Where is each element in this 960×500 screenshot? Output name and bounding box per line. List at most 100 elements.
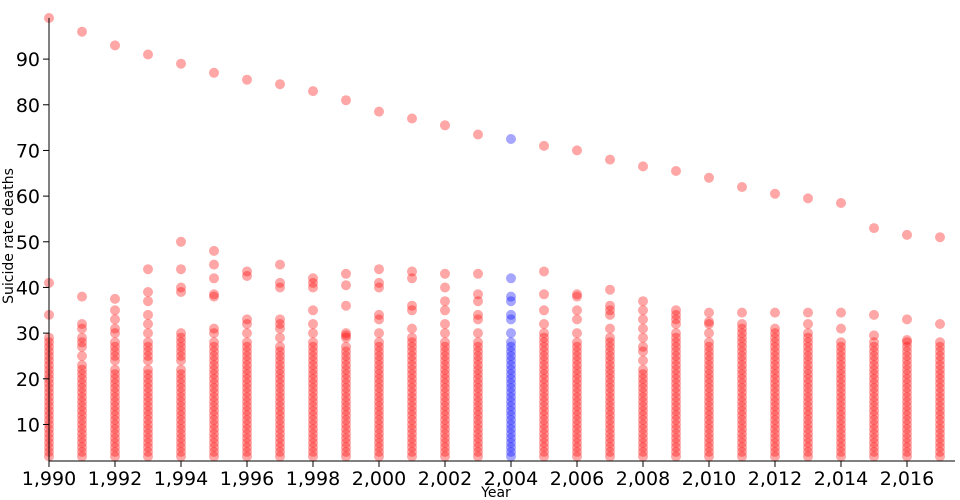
data-point (176, 287, 186, 297)
data-point (473, 328, 483, 339)
data-point (539, 373, 549, 384)
data-point (638, 401, 648, 412)
data-point (737, 323, 747, 334)
data-point (836, 396, 846, 407)
data-point (341, 442, 351, 453)
data-point (308, 419, 318, 430)
data-point (737, 419, 747, 430)
data-point (440, 369, 450, 380)
data-point (770, 364, 780, 375)
data-point (869, 437, 879, 448)
data-point (572, 305, 582, 316)
data-point (671, 166, 681, 176)
data-point (110, 293, 120, 304)
data-point-highlighted (506, 419, 516, 430)
data-point (902, 351, 912, 361)
data-point (902, 401, 912, 412)
data-point (935, 405, 945, 416)
data-point (374, 328, 384, 339)
data-point (902, 364, 912, 375)
data-point-highlighted (506, 387, 516, 398)
data-point (341, 378, 351, 389)
data-point (671, 451, 681, 462)
data-point (473, 424, 483, 434)
data-point (242, 355, 252, 366)
data-point (869, 410, 879, 421)
data-point (77, 387, 87, 398)
data-point (440, 337, 450, 348)
data-point (242, 419, 252, 430)
data-point (77, 442, 87, 453)
data-point (638, 161, 648, 172)
data-point (770, 351, 780, 361)
data-point (605, 446, 615, 457)
data-point (671, 428, 681, 439)
data-point (803, 369, 813, 380)
data-point (209, 428, 219, 439)
data-point (638, 446, 648, 457)
data-point (704, 364, 714, 375)
data-point (704, 369, 714, 380)
data-point (704, 414, 714, 425)
data-point (638, 364, 648, 375)
data-point (374, 369, 384, 380)
data-point (803, 337, 813, 348)
data-point (209, 387, 219, 398)
data-point (110, 364, 120, 375)
data-point (143, 378, 153, 389)
data-point (671, 387, 681, 398)
data-point (473, 405, 483, 416)
data-point (671, 337, 681, 348)
data-point (737, 307, 747, 318)
data-point (209, 289, 219, 300)
data-point (770, 346, 780, 357)
data-point (539, 364, 549, 375)
data-point (803, 419, 813, 430)
data-point (671, 332, 681, 343)
data-point (737, 433, 747, 444)
data-point (770, 188, 780, 199)
data-point (671, 360, 681, 371)
data-point (176, 382, 186, 393)
data-point (572, 355, 582, 366)
data-point (671, 346, 681, 357)
data-point (638, 387, 648, 398)
data-point (770, 387, 780, 398)
data-point (737, 401, 747, 412)
data-point (308, 433, 318, 444)
data-point (473, 373, 483, 384)
data-point (836, 428, 846, 439)
data-point (539, 289, 549, 300)
data-point (935, 355, 945, 366)
data-point-highlighted (506, 373, 516, 384)
data-point (77, 378, 87, 389)
data-point (341, 351, 351, 361)
data-point (275, 319, 285, 329)
data-point (209, 245, 219, 256)
data-point (770, 307, 780, 318)
data-point (308, 305, 318, 316)
data-point (836, 323, 846, 334)
data-point (407, 410, 417, 421)
data-point (737, 351, 747, 361)
data-point (374, 419, 384, 430)
data-point (242, 451, 252, 462)
data-point-highlighted (506, 341, 516, 352)
data-point (539, 341, 549, 352)
data-point (374, 264, 384, 275)
data-point (539, 319, 549, 329)
data-point (539, 346, 549, 357)
data-point (902, 387, 912, 398)
data-point (935, 337, 945, 348)
x-tick-label: 1,998 (286, 468, 340, 490)
data-point (242, 271, 252, 281)
data-point (209, 337, 219, 348)
data-point (275, 282, 285, 293)
data-point (473, 364, 483, 375)
data-point (77, 369, 87, 380)
data-point (671, 424, 681, 434)
data-point (341, 382, 351, 393)
data-point (308, 437, 318, 448)
data-point (902, 424, 912, 434)
data-point (374, 355, 384, 366)
